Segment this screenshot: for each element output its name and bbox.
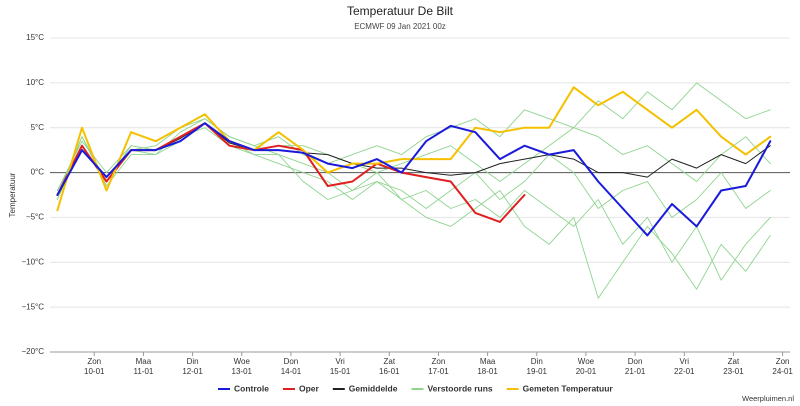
- x-tick-date: 24-01: [772, 367, 793, 376]
- x-tick-date: 22-01: [674, 367, 695, 376]
- x-tick-label: Zon: [87, 357, 101, 366]
- y-axis-label: Temperatuur: [8, 172, 17, 217]
- credit: Weerpluimen.nl: [742, 394, 794, 403]
- legend-label: Gemeten Temperatuur: [523, 383, 614, 393]
- x-tick-date: 13-01: [232, 367, 253, 376]
- x-tick-label: Zat: [728, 357, 740, 366]
- x-tick-date: 19-01: [527, 367, 548, 376]
- x-tick-date: 18-01: [477, 367, 498, 376]
- x-tick-date: 12-01: [182, 367, 203, 376]
- x-tick-label: Din: [187, 357, 199, 366]
- x-tick-label: Zat: [383, 357, 395, 366]
- x-tick-label: Zon: [776, 357, 790, 366]
- x-tick-date: 21-01: [625, 367, 646, 376]
- x-tick-label: Maa: [480, 357, 496, 366]
- x-tick-date: 10-01: [84, 367, 105, 376]
- chart-subtitle: ECMWF 09 Jan 2021 00z: [354, 22, 446, 31]
- y-tick-label: 15°C: [26, 33, 44, 42]
- x-tick-label: Zon: [432, 357, 446, 366]
- y-tick-label: 10°C: [26, 78, 44, 87]
- x-tick-label: Don: [284, 357, 299, 366]
- chart-title: Temperatuur De Bilt: [347, 4, 454, 18]
- x-tick-date: 16-01: [379, 367, 400, 376]
- y-tick-label: 0°C: [31, 168, 45, 177]
- x-tick-label: Woe: [578, 357, 595, 366]
- series-line: [56, 122, 771, 196]
- x-tick-date: 15-01: [330, 367, 351, 376]
- y-tick-label: −5°C: [26, 213, 44, 222]
- x-tick-label: Vri: [335, 357, 345, 366]
- series-line: [56, 86, 772, 212]
- legend-label: Oper: [299, 383, 320, 393]
- x-tick-date: 17-01: [428, 367, 449, 376]
- x-tick-label: Maa: [136, 357, 152, 366]
- y-tick-label: 5°C: [31, 123, 45, 132]
- ensemble-line: [56, 82, 771, 200]
- x-tick-date: 20-01: [576, 367, 597, 376]
- x-tick-label: Vri: [680, 357, 690, 366]
- x-tick-date: 11-01: [133, 367, 153, 376]
- x-tick-date: 14-01: [281, 367, 302, 376]
- x-tick-label: Woe: [234, 357, 251, 366]
- x-tick-date: 23-01: [723, 367, 744, 376]
- legend-label: Gemiddelde: [349, 383, 398, 393]
- x-tick-label: Din: [531, 357, 543, 366]
- legend-label: Verstoorde runs: [427, 383, 492, 393]
- x-tick-label: Don: [628, 357, 643, 366]
- y-tick-label: −20°C: [21, 347, 44, 356]
- series-line: [56, 122, 772, 237]
- y-tick-label: −15°C: [21, 302, 44, 311]
- legend-label: Controle: [234, 383, 269, 393]
- y-tick-label: −10°C: [21, 257, 44, 266]
